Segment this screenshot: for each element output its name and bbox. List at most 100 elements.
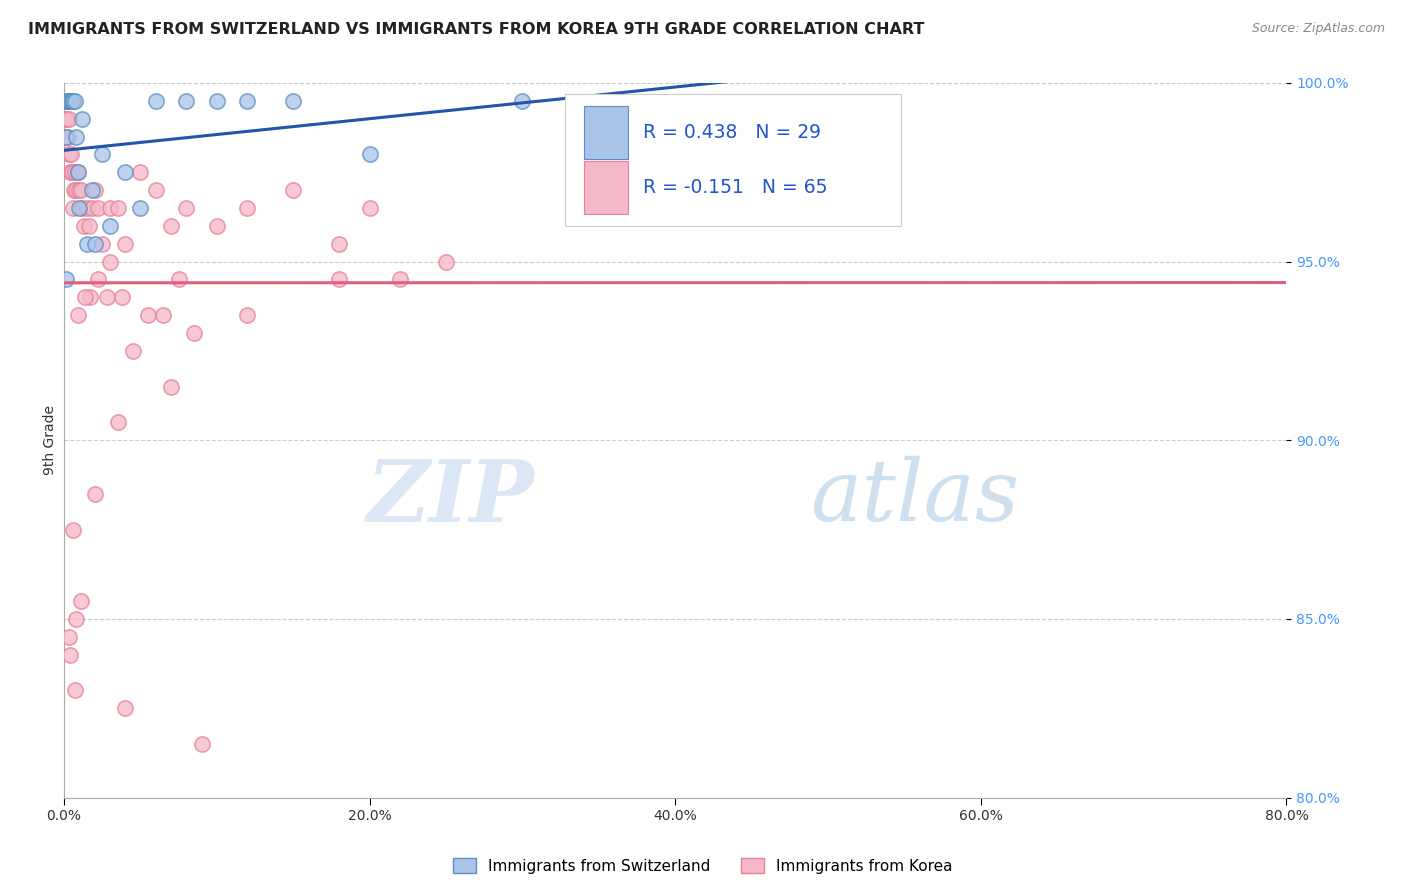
Point (236, 308, 259, 322)
Point (59, 165, 82, 179)
Point (55, 129, 77, 144)
Point (76, 201, 98, 215)
Point (236, 201, 259, 215)
Point (66, 165, 89, 179)
Point (121, 343, 143, 358)
Point (98, 254, 121, 268)
Point (86, 201, 108, 215)
FancyBboxPatch shape (583, 106, 627, 159)
Point (77, 219, 100, 233)
Point (55, 112, 77, 126)
Point (160, 380, 183, 394)
Point (62, 94, 84, 108)
Point (86, 272, 108, 286)
Point (160, 219, 183, 233)
Point (236, 94, 259, 108)
Point (56, 94, 79, 108)
Point (62, 165, 84, 179)
Point (107, 416, 129, 430)
Text: Source: ZipAtlas.com: Source: ZipAtlas.com (1251, 22, 1385, 36)
Point (136, 308, 159, 322)
Text: ZIP: ZIP (367, 456, 534, 540)
Point (328, 272, 350, 286)
Point (55, 112, 77, 126)
Point (79, 290, 101, 304)
Point (62, 94, 84, 108)
Point (59, 147, 82, 161)
Point (96, 290, 118, 304)
Point (58, 147, 80, 161)
Point (63, 94, 86, 108)
Point (70, 183, 93, 197)
Point (62, 201, 84, 215)
Point (205, 94, 228, 108)
Point (328, 236, 350, 251)
Point (63, 683, 86, 698)
Point (434, 254, 457, 268)
Point (114, 165, 136, 179)
Point (111, 290, 134, 304)
Point (70, 594, 93, 608)
Point (129, 165, 152, 179)
Point (205, 219, 228, 233)
Point (58, 112, 80, 126)
Point (176, 201, 198, 215)
Point (58, 94, 80, 108)
Point (80, 201, 103, 215)
Point (83, 487, 105, 501)
Point (59, 648, 82, 662)
Point (129, 201, 152, 215)
Point (98, 201, 121, 215)
Point (114, 236, 136, 251)
Point (56, 94, 79, 108)
FancyBboxPatch shape (583, 161, 627, 214)
Point (83, 236, 105, 251)
Point (53, 129, 76, 144)
Point (60, 165, 83, 179)
Point (59, 94, 82, 108)
FancyBboxPatch shape (565, 94, 901, 226)
Point (75, 290, 97, 304)
Y-axis label: 9th Grade: 9th Grade (44, 405, 58, 475)
Point (62, 523, 84, 537)
Point (83, 183, 105, 197)
Point (183, 326, 205, 340)
Point (152, 308, 174, 322)
Point (65, 129, 87, 144)
Point (107, 201, 129, 215)
Point (73, 219, 96, 233)
Point (63, 165, 86, 179)
Point (512, 94, 534, 108)
Point (72, 201, 94, 215)
Point (65, 612, 87, 626)
Point (66, 165, 89, 179)
Point (359, 201, 381, 215)
Point (72, 112, 94, 126)
Point (80, 183, 103, 197)
Point (56, 94, 79, 108)
Point (283, 94, 305, 108)
Point (190, 737, 212, 751)
Point (98, 219, 121, 233)
Point (167, 272, 190, 286)
Point (66, 308, 89, 322)
Point (389, 272, 412, 286)
Point (67, 201, 90, 215)
Text: atlas: atlas (810, 456, 1019, 539)
Point (67, 183, 90, 197)
Point (114, 701, 136, 715)
Point (283, 183, 305, 197)
Point (56, 129, 79, 144)
Point (60, 94, 83, 108)
Text: R = 0.438   N = 29: R = 0.438 N = 29 (644, 123, 821, 142)
Point (145, 94, 167, 108)
Point (91, 236, 114, 251)
Legend: Immigrants from Switzerland, Immigrants from Korea: Immigrants from Switzerland, Immigrants … (447, 852, 959, 880)
Point (176, 94, 198, 108)
Point (359, 147, 381, 161)
Point (145, 183, 167, 197)
Point (58, 94, 80, 108)
Point (58, 630, 80, 644)
Text: IMMIGRANTS FROM SWITZERLAND VS IMMIGRANTS FROM KOREA 9TH GRADE CORRELATION CHART: IMMIGRANTS FROM SWITZERLAND VS IMMIGRANT… (28, 22, 925, 37)
Point (63, 183, 86, 197)
